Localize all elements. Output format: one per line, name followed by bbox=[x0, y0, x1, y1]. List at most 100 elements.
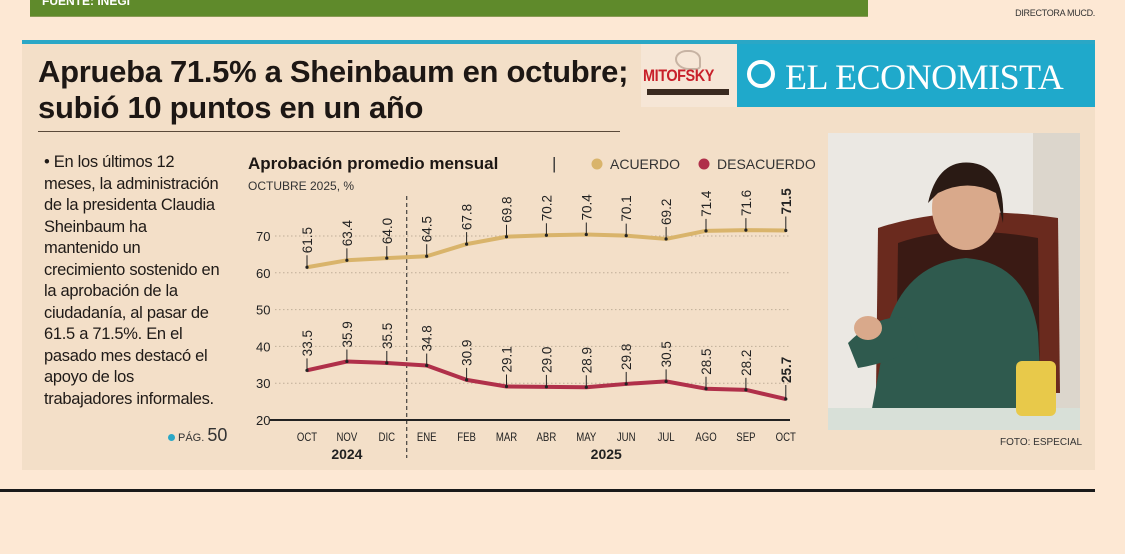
photo bbox=[828, 133, 1080, 430]
x-tick-label: ENE bbox=[417, 431, 437, 444]
data-point bbox=[345, 359, 349, 364]
legend-acuerdo-swatch bbox=[591, 158, 603, 170]
top-banner: FUENTE: INEGI bbox=[30, 0, 868, 17]
mitofsky-name: MITOFSKY bbox=[643, 66, 715, 85]
data-label: 30.9 bbox=[460, 340, 475, 366]
bullet-icon bbox=[168, 434, 175, 441]
data-point bbox=[305, 265, 309, 269]
y-tick-label: 40 bbox=[256, 339, 270, 354]
summary-text: • En los últimos 12 meses, la administra… bbox=[44, 153, 220, 408]
data-label: 30.5 bbox=[659, 341, 674, 367]
data-point bbox=[305, 368, 309, 372]
data-label: 35.9 bbox=[340, 321, 355, 347]
el-economista-logo: EL ECONOMISTA bbox=[737, 44, 1095, 107]
data-point bbox=[504, 235, 509, 239]
y-tick-label: 60 bbox=[256, 266, 270, 281]
data-point bbox=[784, 228, 788, 233]
bird-icon bbox=[675, 50, 701, 70]
data-point bbox=[744, 228, 748, 232]
data-label: 64.0 bbox=[380, 218, 395, 244]
photo-illustration bbox=[828, 133, 1080, 430]
x-tick-label: JUN bbox=[617, 431, 636, 444]
x-tick-label: SEP bbox=[736, 431, 755, 444]
data-point bbox=[544, 233, 549, 237]
data-point bbox=[465, 378, 469, 382]
x-tick-label: DIC bbox=[379, 431, 396, 444]
data-point bbox=[385, 361, 389, 365]
data-label: 28.5 bbox=[699, 348, 714, 374]
data-label: 70.4 bbox=[579, 194, 594, 221]
y-tick-label: 20 bbox=[256, 413, 270, 428]
bottom-divider bbox=[0, 489, 1095, 492]
source-note: FUENTE: INEGI bbox=[42, 0, 131, 8]
economista-name: EL ECONOMISTA bbox=[785, 57, 1064, 97]
data-point bbox=[704, 387, 708, 391]
legend-desacuerdo-label: DESACUERDO bbox=[717, 156, 816, 172]
data-label: 29.0 bbox=[539, 347, 554, 373]
x-tick-label: OCT bbox=[776, 431, 797, 444]
data-point bbox=[664, 379, 668, 383]
data-label: 29.1 bbox=[500, 346, 515, 372]
data-point bbox=[664, 237, 668, 241]
data-label: 64.5 bbox=[420, 216, 435, 242]
data-label: 29.8 bbox=[619, 344, 634, 370]
data-label: 71.4 bbox=[699, 190, 714, 217]
data-point bbox=[624, 234, 628, 238]
data-label: 63.4 bbox=[340, 220, 355, 247]
year-label: 2024 bbox=[331, 446, 362, 462]
data-point bbox=[584, 385, 588, 389]
data-label: 28.2 bbox=[739, 350, 754, 376]
x-tick-label: ABR bbox=[537, 431, 557, 444]
data-label: 69.8 bbox=[500, 196, 515, 222]
y-tick-label: 50 bbox=[256, 303, 270, 318]
data-point bbox=[584, 232, 588, 237]
data-point bbox=[465, 242, 469, 246]
chart-subtitle: OCTUBRE 2025, % bbox=[248, 179, 354, 193]
data-point bbox=[624, 382, 628, 386]
x-tick-label: MAR bbox=[496, 431, 517, 444]
y-tick-label: 70 bbox=[256, 229, 270, 244]
data-point bbox=[425, 254, 429, 258]
legend-acuerdo-label: ACUERDO bbox=[610, 156, 680, 172]
data-label: 34.8 bbox=[420, 325, 435, 351]
data-point bbox=[704, 229, 708, 233]
chart-title: Aprobación promedio mensual bbox=[248, 154, 498, 173]
data-label: 67.8 bbox=[460, 204, 475, 230]
x-tick-label: NOV bbox=[336, 431, 357, 444]
x-tick-label: AGO bbox=[695, 431, 716, 444]
legend-desacuerdo-swatch bbox=[698, 158, 710, 170]
data-label: 35.5 bbox=[380, 323, 395, 349]
caption-top-right: DIRECTORA MUCD. bbox=[1015, 8, 1095, 18]
data-point bbox=[784, 397, 788, 401]
data-label: 71.6 bbox=[739, 190, 754, 216]
data-label: 25.7 bbox=[779, 357, 794, 383]
year-label: 2025 bbox=[591, 446, 622, 462]
y-tick-label: 30 bbox=[256, 376, 270, 391]
x-tick-label: FEB bbox=[457, 431, 476, 444]
data-label: 70.1 bbox=[619, 195, 634, 221]
x-tick-label: JUL bbox=[658, 431, 675, 444]
mitofsky-logo: MITOFSKY bbox=[641, 44, 737, 107]
photo-credit: FOTO: ESPECIAL bbox=[1000, 437, 1083, 448]
data-label: 28.9 bbox=[579, 347, 594, 373]
data-label: 33.5 bbox=[300, 330, 315, 356]
x-tick-label: MAY bbox=[576, 431, 596, 444]
mitofsky-tagline bbox=[647, 89, 729, 95]
data-label: 61.5 bbox=[300, 227, 315, 253]
page-reference: PÁG. 50 bbox=[168, 425, 227, 446]
data-point bbox=[544, 385, 549, 389]
data-label: 70.2 bbox=[539, 195, 554, 221]
data-point bbox=[504, 384, 509, 389]
title-separator: | bbox=[552, 154, 556, 173]
x-tick-label: OCT bbox=[297, 431, 318, 444]
data-label: 71.5 bbox=[779, 188, 794, 215]
economista-icon bbox=[747, 60, 775, 88]
data-point bbox=[385, 256, 389, 260]
data-point bbox=[744, 388, 748, 392]
data-point bbox=[345, 258, 349, 262]
data-point bbox=[425, 363, 429, 368]
data-label: 69.2 bbox=[659, 199, 674, 225]
headline: Aprueba 71.5% a Sheinbaum en octubre; su… bbox=[38, 54, 629, 125]
divider bbox=[38, 131, 620, 132]
